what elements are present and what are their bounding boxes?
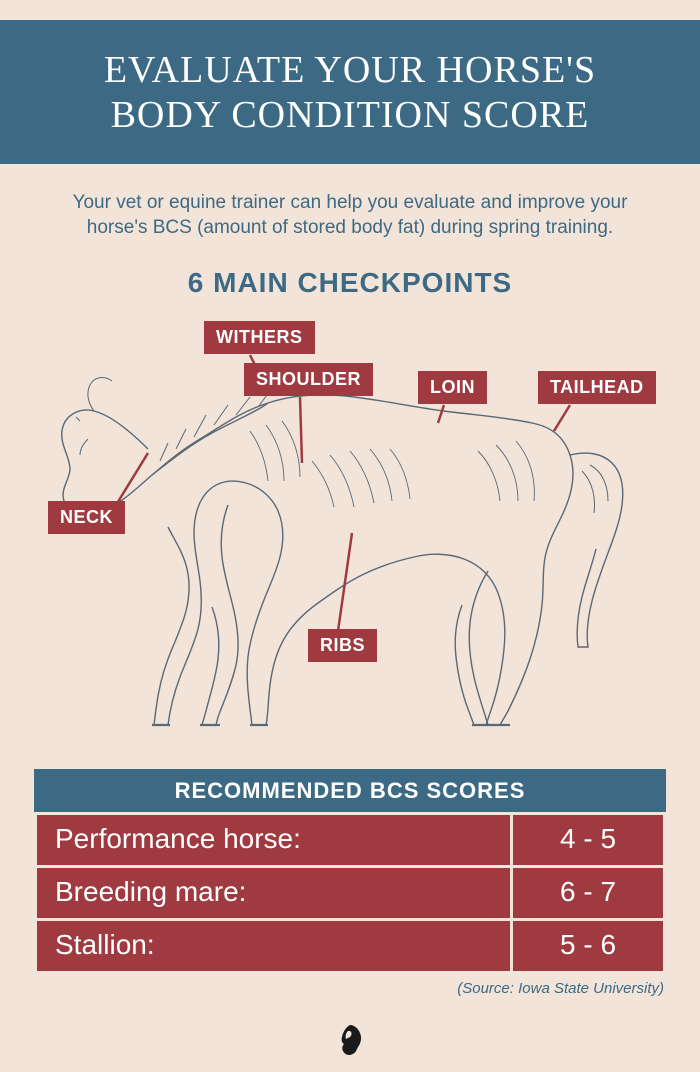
label-neck: NECK <box>48 501 125 534</box>
horse-diagram: NECK WITHERS SHOULDER LOIN TAILHEAD RIBS <box>30 311 670 751</box>
bcs-table: RECOMMENDED BCS SCORES Performance horse… <box>34 769 666 974</box>
intro-text: Your vet or equine trainer can help you … <box>0 164 700 251</box>
checkpoints-title: 6 MAIN CHECKPOINTS <box>0 267 700 299</box>
title-line-2: BODY CONDITION SCORE <box>111 94 590 136</box>
row-score: 4 - 5 <box>513 815 663 865</box>
label-loin: LOIN <box>418 371 487 404</box>
table-row: Stallion: 5 - 6 <box>37 921 663 971</box>
table-row: Performance horse: 4 - 5 <box>37 815 663 865</box>
label-ribs: RIBS <box>308 629 377 662</box>
line-tailhead <box>554 405 570 431</box>
row-label: Breeding mare: <box>37 868 510 918</box>
page-title: EVALUATE YOUR HORSE'S BODY CONDITION SCO… <box>20 48 680 138</box>
row-label: Performance horse: <box>37 815 510 865</box>
header-band: EVALUATE YOUR HORSE'S BODY CONDITION SCO… <box>0 20 700 164</box>
score-table: Performance horse: 4 - 5 Breeding mare: … <box>34 812 666 974</box>
horse-head-logo-icon <box>330 1021 370 1066</box>
label-shoulder: SHOULDER <box>244 363 373 396</box>
line-shoulder <box>300 397 302 463</box>
table-header: RECOMMENDED BCS SCORES <box>34 769 666 812</box>
title-line-1: EVALUATE YOUR HORSE'S <box>104 49 596 91</box>
label-withers: WITHERS <box>204 321 315 354</box>
label-tailhead: TAILHEAD <box>538 371 656 404</box>
row-score: 5 - 6 <box>513 921 663 971</box>
row-score: 6 - 7 <box>513 868 663 918</box>
table-row: Breeding mare: 6 - 7 <box>37 868 663 918</box>
line-neck <box>116 453 148 505</box>
row-label: Stallion: <box>37 921 510 971</box>
line-loin <box>438 405 444 423</box>
source-citation: (Source: Iowa State University) <box>0 980 664 997</box>
